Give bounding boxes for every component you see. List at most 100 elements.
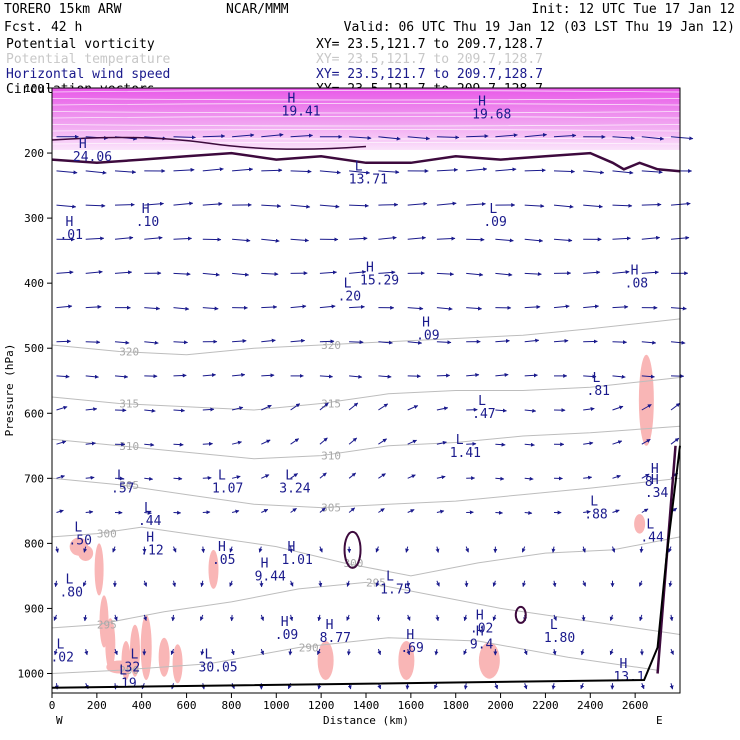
circulation-vector [524, 168, 546, 173]
circulation-vector [349, 203, 369, 208]
circulation-vector [407, 474, 416, 479]
circulation-vector [349, 170, 371, 175]
pv-shade-blob [94, 543, 104, 596]
circulation-vector [56, 509, 64, 514]
axes: 0 200 400 600 800 1000 1200 1400 1600 1800 2000 220… [18, 82, 649, 712]
circulation-vector [522, 580, 526, 587]
circulation-vector [202, 167, 224, 172]
circulation-vector [144, 442, 155, 447]
init-time: Init: 12 UTC Tue 17 Jan 12 [532, 2, 736, 17]
circulation-vector [319, 304, 336, 309]
circulation-vector [583, 170, 605, 175]
circulation-vector [85, 510, 94, 515]
circulation-vector [641, 136, 665, 141]
circulation-vector [436, 580, 440, 587]
circulation-vector [524, 304, 541, 309]
circulation-vector [173, 408, 185, 413]
extremum-marker: L [218, 469, 226, 484]
circulation-vector [113, 614, 118, 621]
extremum-marker: L [489, 202, 497, 217]
circulation-vector [261, 474, 270, 479]
circulation-vector [349, 304, 365, 309]
circulation-vector [202, 407, 215, 412]
circulation-vector [436, 236, 456, 241]
extremum-value: .01 [59, 228, 82, 243]
circulation-vector [232, 338, 247, 343]
circulation-vector [639, 580, 643, 587]
circulation-vector [258, 546, 263, 553]
extremum-value: 8.77 [320, 631, 351, 646]
field-name: Potential vorticity [6, 37, 155, 52]
circulation-vector [173, 340, 188, 345]
circulation-vector [523, 648, 528, 656]
circulation-vector [85, 304, 102, 309]
circulation-vector [173, 373, 187, 378]
circulation-vector [668, 546, 672, 553]
theta-label: 320 [119, 345, 139, 358]
extremum-marker: H [326, 618, 334, 633]
circulation-vector [524, 238, 544, 243]
circulation-vector [378, 374, 392, 379]
circulation-vector [405, 546, 410, 553]
circulation-vector [261, 439, 271, 445]
field-xy: XY= 23.5,121.7 to 209.7,128.7 [316, 52, 543, 67]
circulation-vector [436, 340, 452, 345]
circulation-vector [641, 438, 651, 445]
circulation-vector [319, 270, 337, 275]
circulation-vector [172, 580, 177, 587]
circulation-vector [112, 546, 117, 553]
circulation-vector [319, 402, 329, 411]
theta-label: 310 [119, 440, 139, 453]
extremum-marker: H [218, 540, 226, 555]
circulation-vector [580, 683, 585, 690]
circulation-vector [173, 476, 183, 481]
theta-contour [51, 526, 681, 577]
extremum-value: 9.4 [470, 638, 494, 653]
circulation-vector [669, 614, 674, 622]
pv-shade-blob [634, 514, 646, 534]
circulation-vector [466, 167, 488, 172]
circulation-vector [436, 201, 457, 206]
extremum-value: .09 [416, 329, 439, 344]
valid-time: Valid: 06 UTC Thu 19 Jan 12 (03 LST Thu … [344, 20, 735, 35]
circulation-vector [232, 133, 255, 138]
field-xy: XY= 23.5,121.7 to 209.7,128.7 [316, 67, 543, 82]
circulation-vector [466, 306, 482, 311]
x-tick-label: 2400 [577, 699, 604, 712]
circulation-vector [318, 580, 323, 588]
circulation-vector [583, 304, 599, 309]
theta-label: 295 [97, 619, 117, 632]
jet-contour-line [51, 129, 681, 132]
circulation-vector [260, 648, 265, 656]
circulation-vector [231, 406, 244, 411]
circulation-vector [612, 170, 634, 175]
extremum-marker: H [79, 137, 87, 152]
circulation-vector [406, 648, 411, 656]
extremum-value: 1.07 [212, 482, 243, 497]
extremum-marker: L [144, 501, 152, 516]
circulation-vector [229, 546, 234, 553]
circulation-vector [524, 510, 533, 515]
circulation-vector [202, 306, 219, 311]
extremum-value: 24.06 [73, 150, 112, 165]
surface-line [51, 445, 681, 689]
circulation-vector [670, 136, 694, 141]
circulation-vector [407, 235, 426, 240]
circulation-vector [524, 442, 535, 447]
circulation-vector [378, 508, 385, 513]
circulation-vector [346, 580, 351, 587]
circulation-vector [670, 340, 686, 345]
extremum-value: 3.24 [279, 482, 310, 497]
pv-closed-contour [514, 605, 527, 624]
circulation-vector [466, 272, 484, 277]
extremum-value: .02 [50, 651, 73, 666]
circulation-vector [611, 546, 616, 553]
extremum-value: 19.41 [282, 104, 321, 119]
x-tick-label: 2000 [487, 699, 514, 712]
extremum-value: 19.68 [472, 108, 511, 123]
circulation-vector [144, 476, 154, 481]
extremum-value: .47 [472, 407, 495, 422]
circulation-vector [202, 510, 211, 515]
circulation-vector [612, 374, 626, 379]
